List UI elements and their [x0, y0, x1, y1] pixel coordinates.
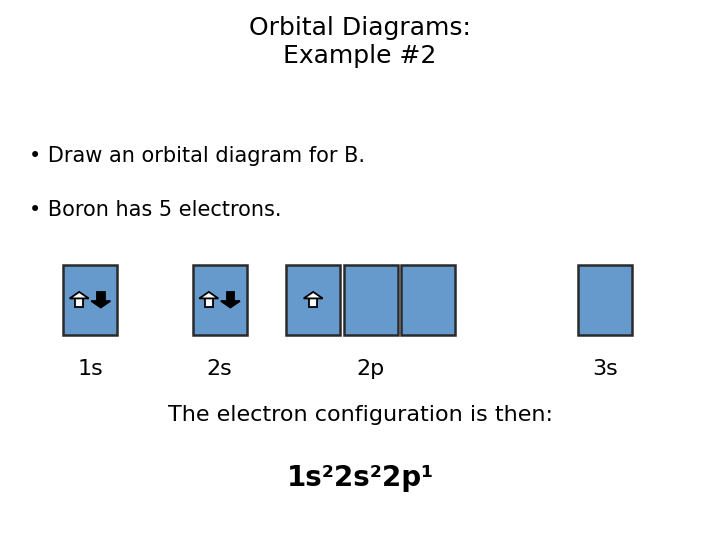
Bar — [193, 265, 246, 335]
Bar — [287, 265, 340, 335]
Text: 1s²2s²2p¹: 1s²2s²2p¹ — [287, 464, 433, 492]
Polygon shape — [227, 292, 234, 301]
Bar — [344, 265, 397, 335]
Text: 1s: 1s — [77, 359, 103, 379]
Text: 2s: 2s — [207, 359, 233, 379]
Polygon shape — [221, 301, 240, 307]
Polygon shape — [205, 299, 212, 307]
Polygon shape — [70, 292, 89, 299]
Bar — [402, 265, 455, 335]
Polygon shape — [97, 292, 104, 301]
Bar — [63, 265, 117, 335]
Bar — [577, 265, 632, 335]
Polygon shape — [91, 301, 110, 307]
Text: • Boron has 5 electrons.: • Boron has 5 electrons. — [29, 200, 282, 220]
Polygon shape — [199, 292, 218, 299]
Text: 3s: 3s — [592, 359, 618, 379]
Text: • Draw an orbital diagram for B.: • Draw an orbital diagram for B. — [29, 146, 365, 166]
Polygon shape — [304, 292, 323, 299]
Text: 2p: 2p — [356, 359, 385, 379]
Polygon shape — [76, 299, 83, 307]
Text: Orbital Diagrams:
Example #2: Orbital Diagrams: Example #2 — [249, 16, 471, 68]
Polygon shape — [310, 299, 317, 307]
Text: The electron configuration is then:: The electron configuration is then: — [168, 405, 552, 425]
